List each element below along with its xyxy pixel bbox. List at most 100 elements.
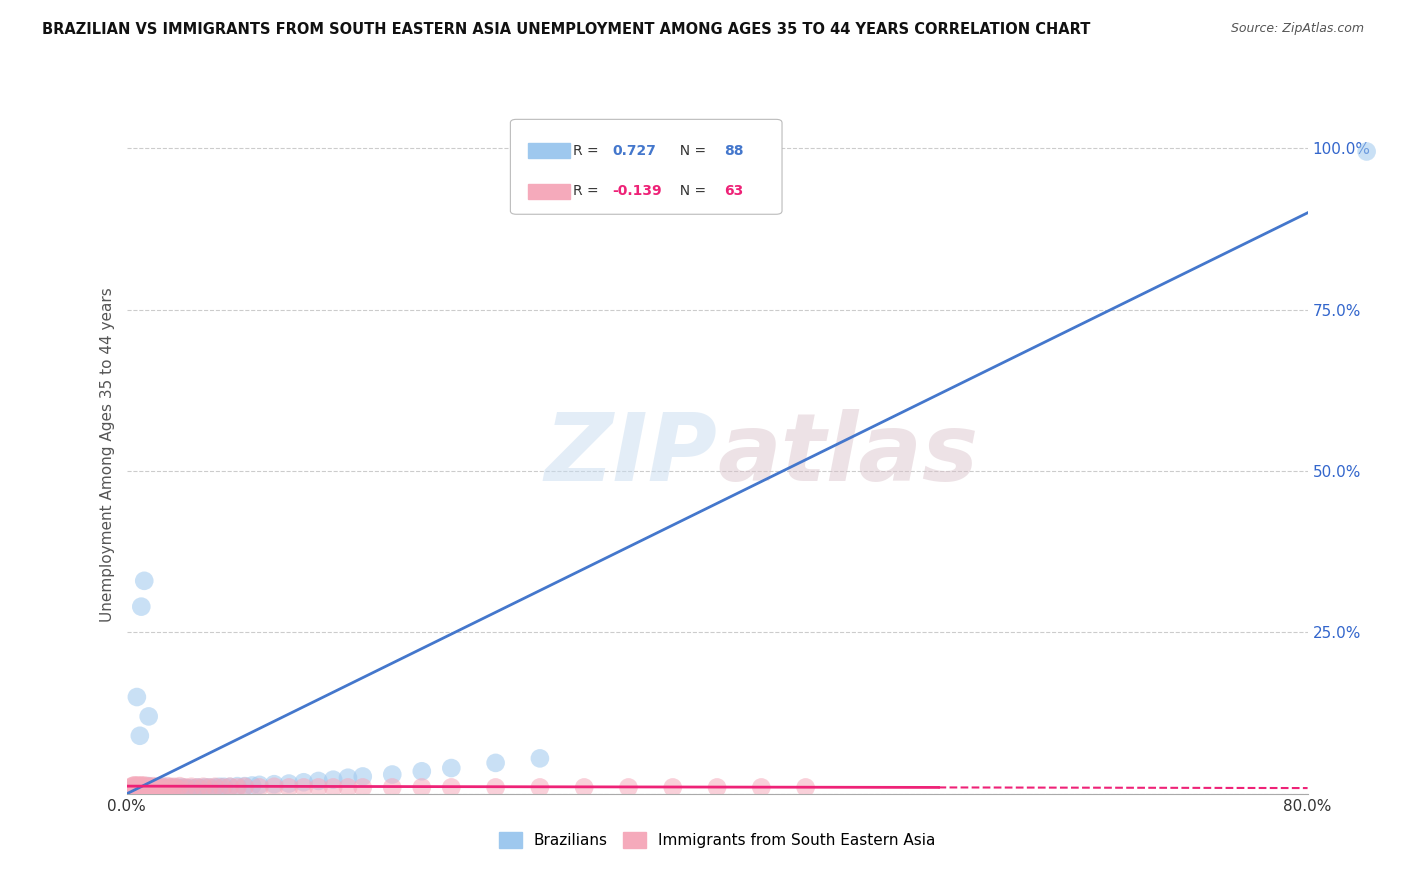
Point <box>143 780 166 795</box>
Point <box>162 781 184 796</box>
Point <box>142 779 165 793</box>
Point <box>138 709 160 723</box>
Point <box>751 780 773 795</box>
Point <box>132 781 155 796</box>
Point <box>706 780 728 795</box>
Point <box>148 780 170 795</box>
Point <box>247 780 270 795</box>
Point <box>139 780 162 795</box>
Point <box>121 779 143 793</box>
Point <box>127 779 149 793</box>
Point <box>152 780 174 794</box>
Point <box>226 779 249 793</box>
Point <box>198 780 221 795</box>
Point <box>128 729 150 743</box>
Point <box>307 780 329 795</box>
Point <box>233 780 256 794</box>
Point <box>211 780 233 795</box>
Point <box>278 780 301 795</box>
Point <box>173 781 195 796</box>
Point <box>138 783 160 797</box>
Point <box>156 783 179 797</box>
Point <box>139 782 162 797</box>
Point <box>337 780 360 795</box>
Point <box>128 781 150 796</box>
Point <box>122 783 145 797</box>
Point <box>247 778 270 792</box>
Point <box>177 781 200 796</box>
Point <box>292 780 315 795</box>
Point <box>1355 145 1378 159</box>
Point <box>125 779 148 793</box>
Point <box>136 781 159 796</box>
Point <box>150 783 173 797</box>
Point <box>163 780 186 794</box>
Point <box>159 780 183 795</box>
Point <box>149 782 172 797</box>
Point <box>135 780 157 795</box>
Point <box>337 771 360 785</box>
Point <box>194 780 217 795</box>
Point <box>411 764 433 779</box>
Point <box>134 780 156 795</box>
Point <box>146 781 169 796</box>
Point <box>172 780 194 795</box>
Point <box>145 780 167 795</box>
Point <box>186 780 208 795</box>
Point <box>307 774 329 789</box>
Legend: Brazilians, Immigrants from South Eastern Asia: Brazilians, Immigrants from South Easter… <box>492 826 942 854</box>
Point <box>128 783 150 797</box>
Point <box>292 775 315 789</box>
Point <box>148 783 170 797</box>
Point <box>278 776 301 790</box>
Point <box>141 780 163 795</box>
Text: 63: 63 <box>724 185 744 199</box>
Point <box>129 779 153 793</box>
Point <box>139 780 162 794</box>
FancyBboxPatch shape <box>529 144 569 159</box>
Point <box>135 780 157 795</box>
Point <box>529 751 551 765</box>
Point <box>141 780 163 795</box>
Point <box>159 780 183 795</box>
Point <box>186 780 208 795</box>
Point <box>142 783 165 797</box>
Point <box>174 780 197 795</box>
Point <box>226 780 249 795</box>
Point <box>156 779 179 793</box>
Text: BRAZILIAN VS IMMIGRANTS FROM SOUTH EASTERN ASIA UNEMPLOYMENT AMONG AGES 35 TO 44: BRAZILIAN VS IMMIGRANTS FROM SOUTH EASTE… <box>42 22 1091 37</box>
Point <box>170 782 193 797</box>
Y-axis label: Unemployment Among Ages 35 to 44 years: Unemployment Among Ages 35 to 44 years <box>100 287 115 623</box>
Point <box>124 780 146 795</box>
Point <box>127 780 149 795</box>
Point <box>129 780 153 795</box>
Point <box>440 780 463 795</box>
Point <box>132 779 155 793</box>
Point <box>183 781 205 796</box>
Point <box>169 779 191 793</box>
Point <box>167 781 190 796</box>
Point <box>146 783 169 797</box>
Text: R =: R = <box>574 185 603 199</box>
Point <box>122 781 145 796</box>
Point <box>484 756 508 770</box>
Point <box>240 779 263 793</box>
Point <box>193 780 215 794</box>
Text: atlas: atlas <box>717 409 979 501</box>
Point <box>127 782 149 797</box>
Point <box>125 781 148 796</box>
Point <box>136 779 159 793</box>
Point <box>352 769 374 783</box>
Text: 88: 88 <box>724 144 744 158</box>
Point <box>125 690 148 704</box>
Point <box>132 783 155 797</box>
Point <box>169 780 191 795</box>
Point <box>134 780 156 795</box>
Point <box>322 772 344 787</box>
Point <box>322 780 344 795</box>
Point <box>148 780 170 795</box>
Point <box>150 780 173 794</box>
Point <box>166 780 188 795</box>
Point <box>122 781 145 796</box>
Point <box>440 761 463 775</box>
